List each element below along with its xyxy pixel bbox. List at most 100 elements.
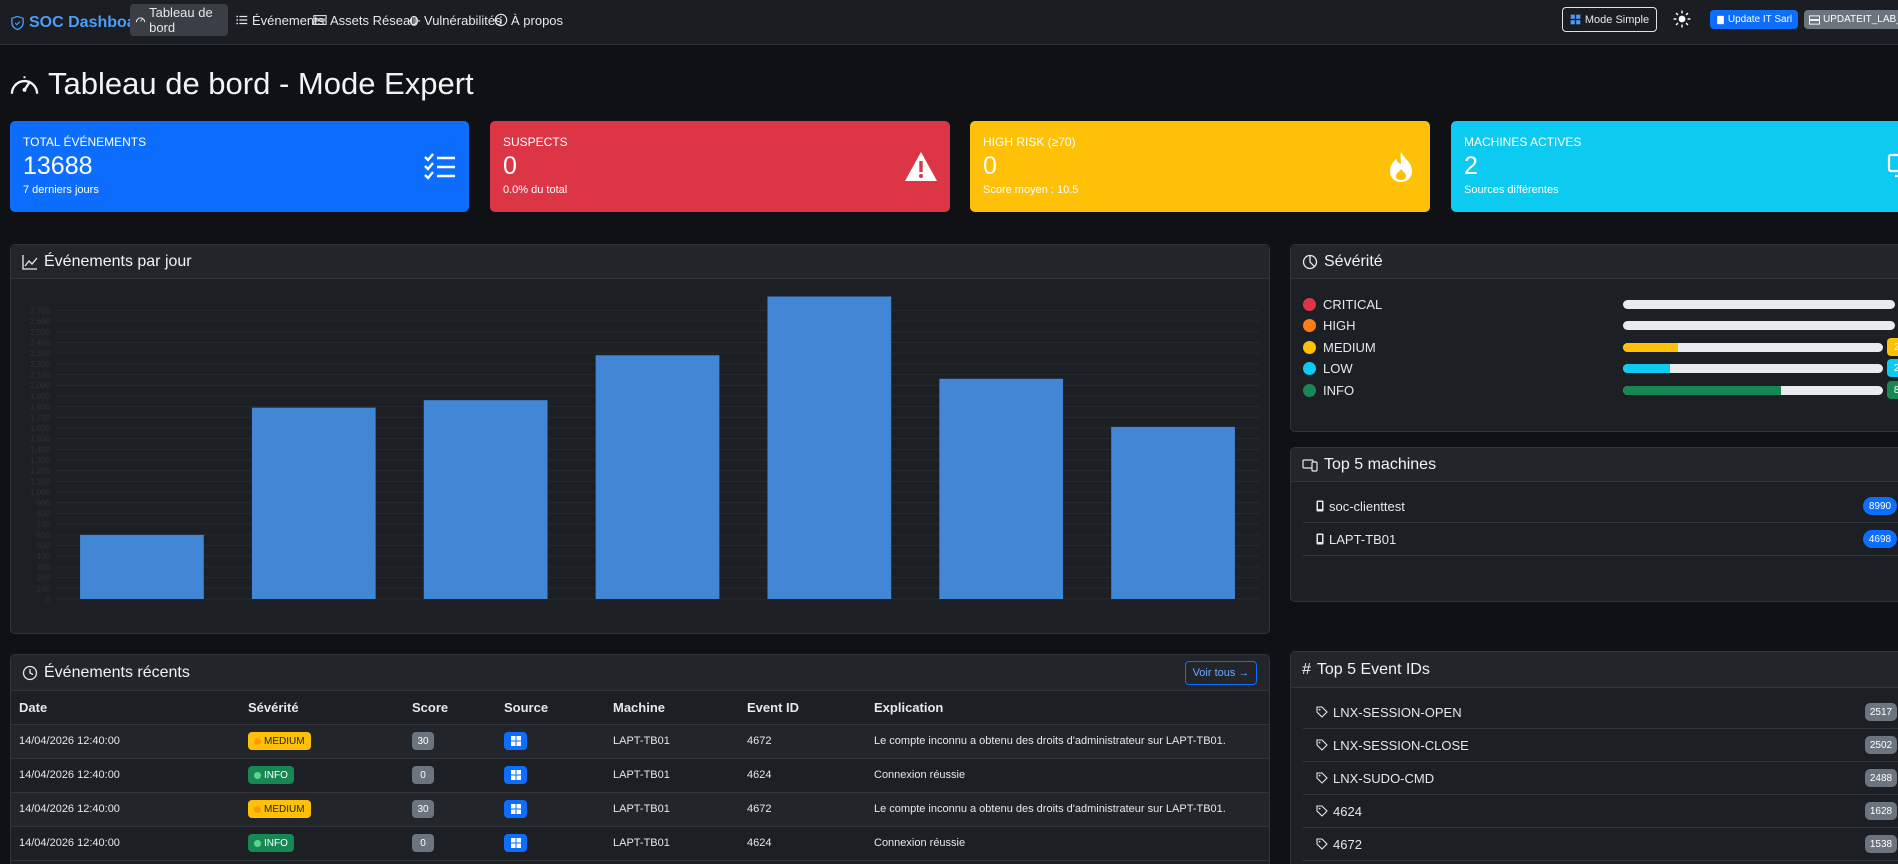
- nav-events[interactable]: Événements: [230, 4, 329, 36]
- org-badge[interactable]: Update IT Sarl: [1710, 10, 1798, 29]
- card-header: Top 5 machines: [1291, 448, 1898, 482]
- event-id-count-badge: 1538: [1865, 835, 1897, 853]
- card-title: Événements récents: [44, 663, 190, 681]
- top-machines-card: Top 5 machines soc-clienttest 8990 LAPT-TB…: [1290, 447, 1898, 602]
- machine-name: LAPT-TB01: [1329, 531, 1397, 547]
- y-tick-label: 2,100: [30, 371, 51, 380]
- y-tick-label: 1,300: [30, 456, 51, 465]
- list-item[interactable]: LNX-SUDO-CMD 2488: [1303, 762, 1898, 795]
- severity-badge-label: INFO: [264, 837, 288, 849]
- score-badge: 30: [412, 800, 434, 818]
- severity-dot: [1303, 318, 1316, 332]
- shield-icon: [11, 15, 24, 30]
- y-tick-label: 1,100: [30, 477, 51, 486]
- severity-bar-fill: [1623, 364, 1671, 373]
- chart-bar[interactable]: [251, 407, 376, 599]
- phone-icon: [1316, 500, 1324, 512]
- severity-count-badge: 8297: [1887, 381, 1898, 399]
- nav-assets[interactable]: Assets Réseau: [308, 4, 422, 36]
- cell-score: 30: [404, 792, 496, 827]
- stat-value: 13688: [23, 152, 93, 180]
- table-row[interactable]: 14/04/2026 12:40:00 INFO 0 LAPT-TB01 4624 Con…: [11, 826, 1269, 861]
- nav-vulnerabilities-label: Vulnérabilités: [424, 12, 502, 28]
- lab-badge[interactable]: UPDATEIT_LAB_00: [1804, 10, 1898, 29]
- nav-about[interactable]: À propos: [489, 4, 568, 36]
- y-tick-label: 2,400: [30, 338, 51, 347]
- y-tick-label: 0: [46, 595, 51, 604]
- cell-explanation: Connexion réussie: [866, 758, 1269, 793]
- chart-bar[interactable]: [767, 296, 892, 599]
- severity-name: HIGH: [1323, 317, 1356, 333]
- brand[interactable]: SOC Dashboard: [10, 0, 152, 45]
- table-row[interactable]: 14/04/2026 12:40:00 MEDIUM 30 LAPT-TB01 4672…: [11, 792, 1269, 827]
- devices-icon: [1302, 458, 1318, 472]
- severity-count-badge: 2489: [1887, 359, 1898, 377]
- chart-bar[interactable]: [939, 378, 1064, 599]
- severity-dot: [1303, 383, 1316, 397]
- event-id-count-badge: 2488: [1865, 769, 1897, 787]
- y-tick-label: 900: [37, 499, 51, 508]
- line-chart-icon: [22, 254, 38, 270]
- list-item[interactable]: soc-clienttest 8990: [1303, 490, 1898, 523]
- event-id-count-badge: 2502: [1865, 736, 1897, 754]
- severity-badge: INFO: [248, 834, 294, 852]
- severity-badge: INFO: [248, 766, 294, 784]
- y-tick-label: 1,900: [30, 392, 51, 401]
- severity-row: INFO 8297: [1303, 380, 1898, 400]
- event-id-name: LNX-SUDO-CMD: [1333, 770, 1435, 786]
- table-row[interactable]: 14/04/2026 12:40:00 MEDIUM 30 LAPT-TB01 4672…: [11, 724, 1269, 759]
- page-title-text: Tableau de bord - Mode Expert: [48, 66, 474, 101]
- tag-icon: [1316, 805, 1328, 817]
- network-icon: [313, 15, 327, 25]
- nav-dashboard[interactable]: Tableau de bord: [130, 4, 228, 36]
- cell-source: [496, 826, 605, 861]
- event-id-name: LNX-SESSION-CLOSE: [1333, 737, 1469, 753]
- machine-count-badge: 4698: [1863, 530, 1897, 548]
- list-check-icon: [424, 153, 455, 180]
- severity-dot: [1303, 340, 1316, 354]
- severity-card: Sévérité CRITICAL0HIGH0 MEDIUM 2902 LOW 2489…: [1290, 244, 1898, 432]
- list-item[interactable]: LAPT-TB01 4698: [1303, 523, 1898, 556]
- severity-bar-fill: [1623, 386, 1781, 395]
- view-all-button[interactable]: Voir tous →: [1185, 661, 1257, 685]
- event-id-count-badge: 1628: [1865, 802, 1897, 820]
- mode-simple-button[interactable]: Mode Simple: [1562, 7, 1657, 32]
- col-score: Score: [404, 691, 496, 725]
- nav-vulnerabilities[interactable]: Vulnérabilités: [402, 4, 507, 36]
- y-tick-label: 1,500: [30, 435, 51, 444]
- list-item[interactable]: 4672 1538: [1303, 828, 1898, 861]
- cell-explanation: Le compte inconnu a obtenu des droits d'…: [866, 724, 1269, 759]
- theme-toggle[interactable]: [1672, 9, 1692, 29]
- cell-machine: LAPT-TB01: [605, 758, 739, 793]
- nav-assets-label: Assets Réseau: [330, 12, 418, 28]
- chart-bar[interactable]: [423, 400, 548, 599]
- severity-badge-label: INFO: [264, 769, 288, 781]
- building-icon: [1717, 15, 1724, 24]
- y-tick-label: 2,200: [30, 360, 51, 369]
- cell-severity: INFO: [240, 758, 404, 793]
- cell-event-id: 4672: [739, 724, 866, 759]
- y-tick-label: 800: [37, 509, 51, 518]
- stat-label: Total Événements: [23, 135, 147, 149]
- stat-value: 0: [503, 152, 517, 180]
- chart-bar[interactable]: [1111, 426, 1235, 599]
- bug-icon: [407, 15, 421, 26]
- cell-score: 30: [404, 724, 496, 759]
- severity-badge-label: MEDIUM: [264, 803, 305, 815]
- chart-bar[interactable]: [595, 355, 720, 599]
- card-header: Sévérité: [1291, 245, 1898, 279]
- stat-sub: 7 derniers jours: [23, 184, 99, 196]
- list-item[interactable]: LNX-SESSION-OPEN 2517: [1303, 696, 1898, 729]
- y-tick-label: 1,600: [30, 424, 51, 433]
- table-row[interactable]: 14/04/2026 12:40:00 INFO 0 LAPT-TB01 4624 Con…: [11, 758, 1269, 793]
- cell-date: 14/04/2026 12:40:00: [11, 758, 240, 793]
- severity-badge: MEDIUM: [248, 800, 311, 818]
- list-item[interactable]: LNX-SESSION-CLOSE 2502: [1303, 729, 1898, 762]
- severity-dot: [1303, 297, 1316, 311]
- list-item[interactable]: 4624 1628: [1303, 795, 1898, 828]
- severity-row: HIGH0: [1303, 315, 1895, 335]
- y-tick-label: 2,300: [30, 349, 51, 358]
- stat-sub: Sources différentes: [1464, 184, 1559, 196]
- card-header: Événements récents: [11, 655, 1269, 691]
- chart-bar[interactable]: [80, 534, 204, 599]
